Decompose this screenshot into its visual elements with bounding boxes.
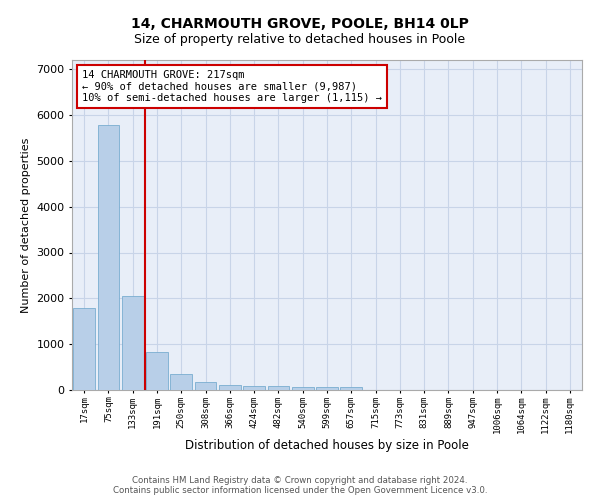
Y-axis label: Number of detached properties: Number of detached properties	[20, 138, 31, 312]
Text: 14 CHARMOUTH GROVE: 217sqm
← 90% of detached houses are smaller (9,987)
10% of s: 14 CHARMOUTH GROVE: 217sqm ← 90% of deta…	[82, 70, 382, 103]
Bar	[73, 308, 95, 390]
Bar	[122, 296, 143, 390]
Bar	[340, 387, 362, 390]
Bar	[316, 387, 338, 390]
Bar	[97, 125, 119, 390]
Bar	[243, 386, 265, 390]
Bar	[146, 352, 168, 390]
Bar	[292, 387, 314, 390]
Bar	[219, 385, 241, 390]
Bar	[194, 382, 217, 390]
Text: Size of property relative to detached houses in Poole: Size of property relative to detached ho…	[134, 32, 466, 46]
X-axis label: Distribution of detached houses by size in Poole: Distribution of detached houses by size …	[185, 438, 469, 452]
Text: 14, CHARMOUTH GROVE, POOLE, BH14 0LP: 14, CHARMOUTH GROVE, POOLE, BH14 0LP	[131, 18, 469, 32]
Bar	[170, 374, 192, 390]
Bar	[268, 386, 289, 390]
Text: Contains HM Land Registry data © Crown copyright and database right 2024.
Contai: Contains HM Land Registry data © Crown c…	[113, 476, 487, 495]
